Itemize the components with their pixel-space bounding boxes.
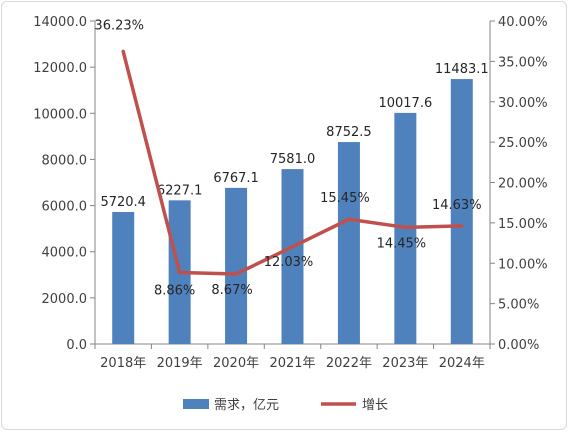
growth-point — [291, 245, 294, 249]
x-category-label: 2020年 — [213, 356, 259, 371]
growth-point — [178, 270, 182, 274]
right-tick-label: 30.00% — [498, 96, 548, 111]
growth-data-label: 14.45% — [377, 236, 427, 251]
left-tick-label: 8000.0 — [42, 153, 88, 168]
demand-bar — [225, 187, 248, 344]
x-category-label: 2021年 — [269, 356, 315, 371]
growth-data-label: 8.86% — [154, 283, 195, 298]
right-tick-label: 40.00% — [498, 15, 548, 30]
demand-bar — [112, 212, 135, 344]
legend-label-demand: 需求，亿元 — [214, 398, 279, 413]
left-tick-label: 2000.0 — [42, 292, 88, 307]
left-tick-label: 4000.0 — [42, 246, 88, 261]
growth-point — [347, 217, 351, 221]
growth-point — [403, 225, 407, 229]
x-category-label: 2019年 — [157, 356, 203, 371]
demand-bar — [450, 79, 473, 344]
right-tick-label: 35.00% — [498, 55, 548, 70]
right-tick-label: 10.00% — [498, 257, 548, 272]
demand-data-label: 7581.0 — [270, 152, 316, 167]
left-tick-label: 14000.0 — [33, 15, 87, 30]
x-category-label: 2024年 — [439, 356, 485, 371]
right-tick-label: 20.00% — [498, 177, 548, 192]
demand-data-label: 6767.1 — [213, 171, 259, 186]
left-tick-label: 10000.0 — [33, 107, 87, 122]
x-category-label: 2022年 — [326, 356, 372, 371]
demand-data-label: 5720.4 — [100, 195, 146, 210]
demand-data-label: 10017.6 — [378, 96, 432, 111]
legend-swatch-demand — [183, 399, 209, 409]
demand-data-label: 11483.1 — [435, 62, 489, 77]
left-tick-label: 0.0 — [66, 338, 87, 353]
right-tick-label: 25.00% — [498, 136, 548, 151]
legend-label-growth: 增长 — [362, 398, 388, 413]
right-tick-label: 15.00% — [498, 217, 548, 232]
growth-data-label: 14.63% — [432, 198, 482, 213]
left-tick-label: 12000.0 — [33, 61, 87, 76]
growth-data-label: 36.23% — [94, 18, 144, 33]
demand-bar — [337, 142, 360, 344]
growth-point — [121, 49, 125, 53]
growth-point — [460, 224, 464, 228]
demand-bar — [281, 169, 304, 344]
x-category-label: 2018年 — [100, 356, 146, 371]
demand-data-label: 8752.5 — [326, 125, 372, 140]
right-tick-label: 0.00% — [498, 338, 539, 353]
x-category-label: 2023年 — [382, 356, 428, 371]
demand-data-label: 6227.1 — [157, 183, 203, 198]
growth-point — [234, 272, 238, 276]
growth-data-label: 15.45% — [320, 191, 370, 206]
left-tick-label: 6000.0 — [42, 200, 88, 215]
right-tick-label: 5.00% — [498, 298, 539, 313]
growth-data-label: 12.03% — [264, 255, 314, 270]
growth-data-label: 8.67% — [211, 283, 252, 298]
